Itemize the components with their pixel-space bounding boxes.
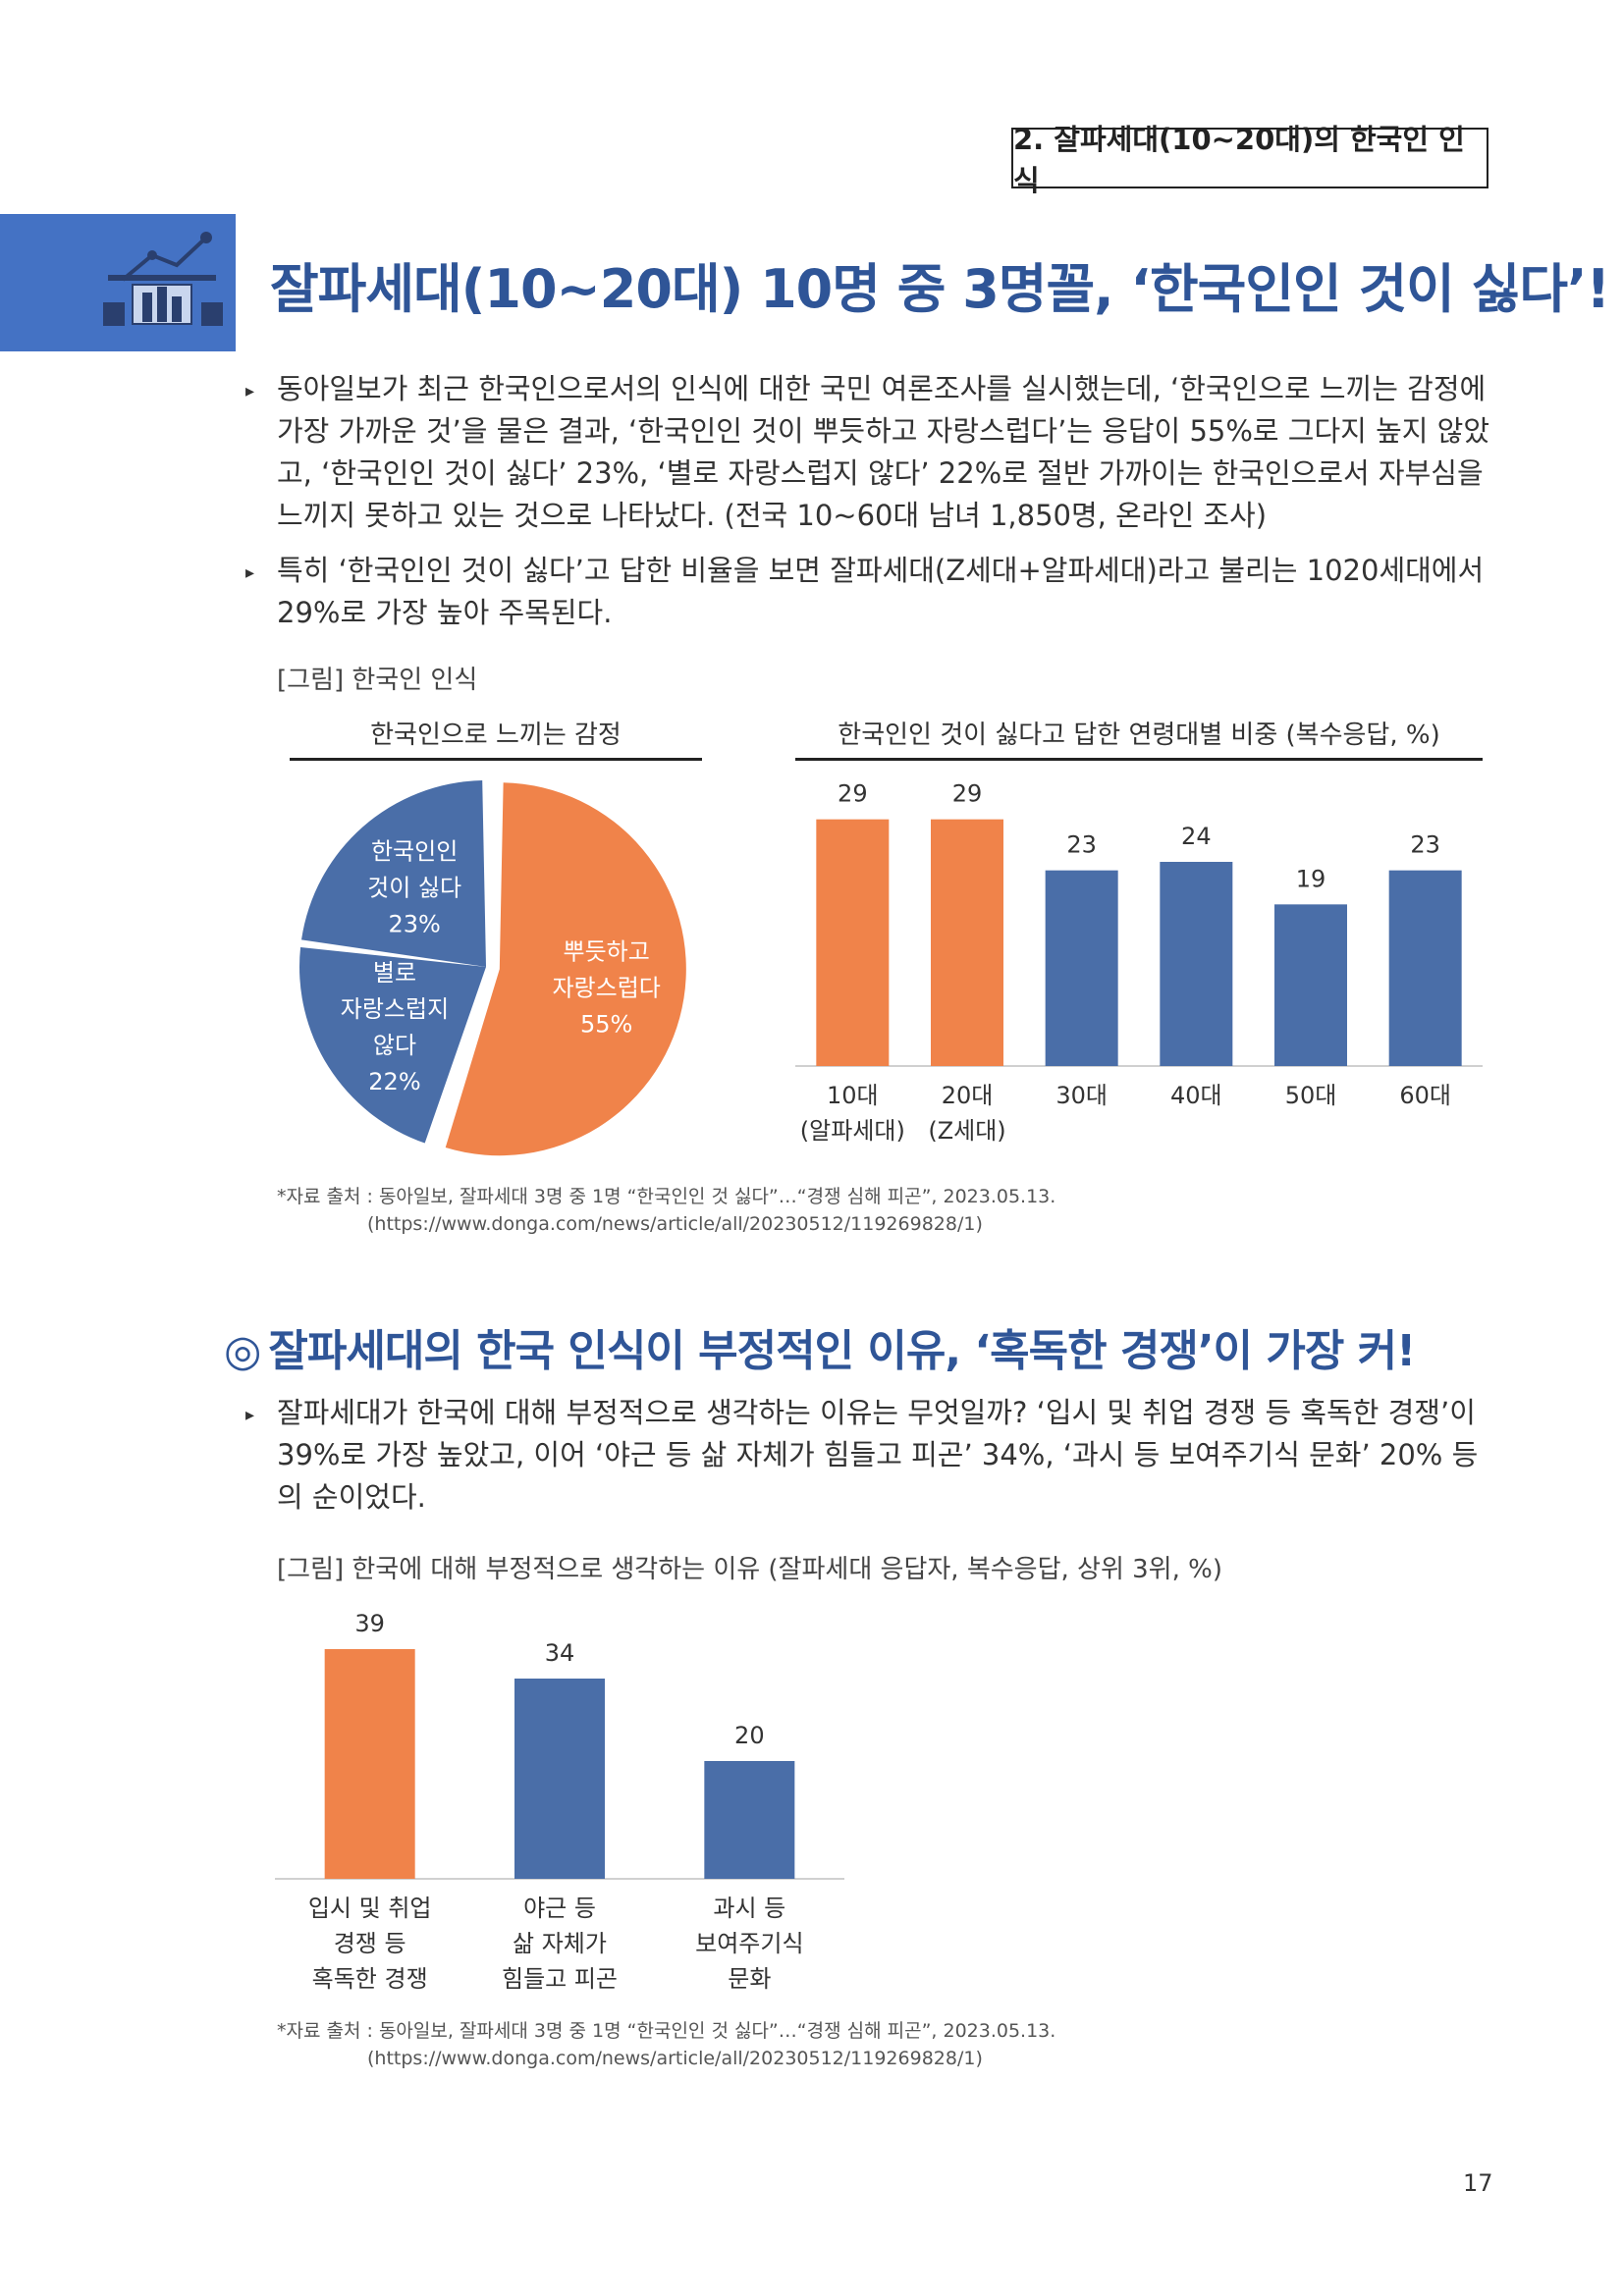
pie-slice — [301, 780, 486, 967]
bar — [816, 819, 890, 1066]
page-title: 잘파세대(10~20대) 10명 중 3명꼴, ‘한국인인 것이 싫다’! — [270, 258, 1610, 320]
pie-slice-label: 뿌듯하고 자랑스럽다 55% — [552, 937, 660, 1038]
category-label: 입시 및 취업 경쟁 등 혹독한 경쟁 — [308, 1895, 432, 1993]
figure-caption: [그림] 한국인 인식 — [277, 666, 478, 695]
page-number: 17 — [1463, 2169, 1493, 2197]
bar — [704, 1761, 795, 1879]
section-heading-text: 잘파세대의 한국 인식이 부정적인 이유, ‘혹독한 경쟁’이 가장 커! — [268, 1326, 1416, 1376]
source-url[interactable]: (https://www.donga.com/news/article/all/… — [367, 2048, 983, 2069]
paragraph-2: ▸ 특히 ‘한국인인 것이 싫다’고 답한 비율을 보면 잘파세대(Z세대+알파… — [245, 550, 1492, 634]
pie-slice — [299, 946, 486, 1144]
age-bar-chart: 29 10대 (알파세대) 29 20대 (Z세대) 23 30대 24 40대 19 50대 23 60… — [795, 780, 1483, 1145]
figure2-caption: [그림] 한국에 대해 부정적으로 생각하는 이유 (잘파세대 응답자, 복수응… — [277, 1555, 1222, 1584]
bar-value-label: 39 — [354, 1610, 385, 1637]
bar — [514, 1679, 605, 1879]
source-line: *자료 출처 : 동아일보, 잘파세대 3명 중 1명 “한국인인 것 싫다”…… — [277, 1186, 1056, 1207]
category-label: 10대 (알파세대) — [800, 1082, 905, 1145]
bar-chart-title: 한국인인 것이 싫다고 답한 연령대별 비중 (복수응답, %) — [838, 721, 1440, 750]
bar — [931, 819, 1003, 1066]
bar-value-label: 23 — [1066, 831, 1097, 859]
paragraph-text: 잘파세대가 한국에 대해 부정적으로 생각하는 이유는 무엇일까? ‘입시 및 … — [277, 1396, 1479, 1514]
bar-title-rule — [795, 758, 1483, 761]
bar — [1388, 870, 1462, 1066]
bar — [1045, 870, 1118, 1066]
section-heading: ◎ 잘파세대의 한국 인식이 부정적인 이유, ‘혹독한 경쟁’이 가장 커! — [224, 1315, 1416, 1378]
pie-slice — [445, 782, 686, 1156]
pie-chart-title: 한국인으로 느끼는 감정 — [370, 721, 622, 750]
bullet-icon: ▸ — [245, 1405, 255, 1425]
source-url[interactable]: (https://www.donga.com/news/article/all/… — [367, 1213, 983, 1235]
category-label: 60대 — [1399, 1082, 1451, 1109]
figure1-source: *자료 출처 : 동아일보, 잘파세대 3명 중 1명 “한국인인 것 싫다”…… — [277, 1183, 1055, 1238]
chart-presentation-icon — [103, 232, 223, 326]
pie-slice-label: 한국인인 것이 싫다 23% — [367, 837, 461, 937]
bar-value-label: 20 — [734, 1722, 765, 1749]
pie-chart: 뿌듯하고 자랑스럽다 55% 별로 자랑스럽지 않다 22% 한국인인 것이 싫다 23% — [299, 780, 686, 1156]
category-label: 40대 — [1170, 1082, 1222, 1109]
double-circle-icon: ◎ — [224, 1326, 261, 1376]
figure2-source: *자료 출처 : 동아일보, 잘파세대 3명 중 1명 “한국인인 것 싫다”…… — [277, 2017, 1055, 2072]
bullet-icon: ▸ — [245, 381, 255, 401]
title-banner — [0, 214, 236, 351]
bar-value-label: 29 — [952, 780, 983, 808]
bar-value-label: 19 — [1296, 865, 1326, 892]
paragraph-3: ▸ 잘파세대가 한국에 대해 부정적으로 생각하는 이유는 무엇일까? ‘입시 … — [245, 1392, 1492, 1519]
paragraph-text: 동아일보가 최근 한국인으로서의 인식에 대한 국민 여론조사를 실시했는데, … — [277, 372, 1490, 532]
paragraph-1: ▸ 동아일보가 최근 한국인으로서의 인식에 대한 국민 여론조사를 실시했는데… — [245, 368, 1492, 537]
bar-value-label: 23 — [1410, 831, 1440, 859]
category-label: 20대 (Z세대) — [928, 1082, 1005, 1145]
pie-slice-label: 별로 자랑스럽지 않다 22% — [341, 959, 449, 1095]
bar-value-label: 29 — [838, 780, 868, 808]
paragraph-text: 특히 ‘한국인인 것이 싫다’고 답한 비율을 보면 잘파세대(Z세대+알파세대… — [277, 554, 1485, 629]
category-label: 과시 등 보여주기식 문화 — [695, 1895, 803, 1993]
bar-value-label: 24 — [1181, 823, 1212, 850]
category-label: 50대 — [1285, 1082, 1337, 1109]
bar-value-label: 34 — [545, 1639, 575, 1667]
bar — [324, 1649, 415, 1879]
source-line: *자료 출처 : 동아일보, 잘파세대 3명 중 1명 “한국인인 것 싫다”…… — [277, 2020, 1056, 2042]
bar — [1160, 862, 1233, 1066]
section-tag: 2. 잘파세대(10~20대)의 한국인 인식 — [1011, 123, 1488, 197]
pie-title-rule — [290, 758, 702, 761]
bar — [1274, 904, 1347, 1066]
bullet-icon: ▸ — [245, 562, 255, 583]
category-label: 30대 — [1055, 1082, 1108, 1109]
